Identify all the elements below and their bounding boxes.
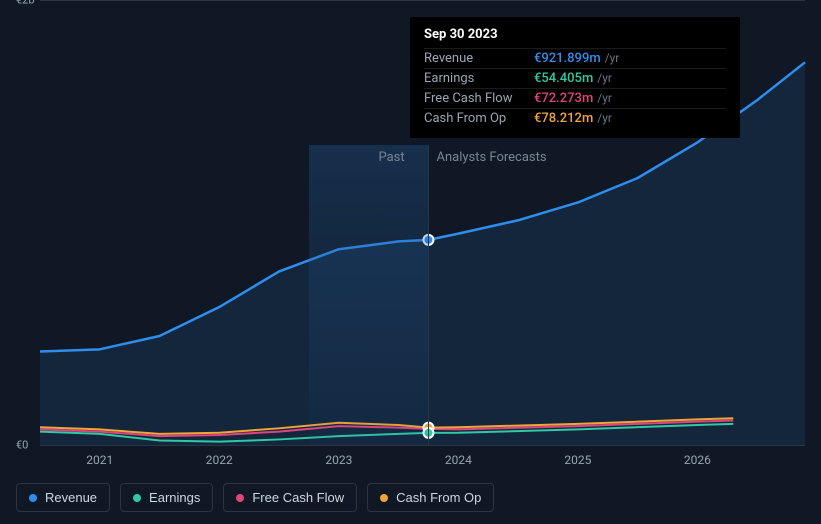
chart-tooltip: Sep 30 2023 Revenue€921.899m/yrEarnings€… [410,17,740,138]
x-axis-label: 2026 [684,453,711,467]
tooltip-row: Free Cash Flow€72.273m/yr [424,88,726,108]
legend-item-fcf[interactable]: Free Cash Flow [223,483,357,512]
tooltip-row-label: Cash From Op [424,111,534,126]
section-label-forecast: Analysts Forecasts [436,150,546,165]
legend-dot-icon [133,494,141,502]
legend-item-revenue[interactable]: Revenue [16,483,110,512]
tooltip-row: Cash From Op€78.212m/yr [424,108,726,128]
legend-item-earnings[interactable]: Earnings [120,483,213,512]
legend-label: Earnings [149,490,200,505]
x-axis-label: 2024 [445,453,472,467]
gridline [40,0,805,1]
tooltip-row: Revenue€921.899m/yr [424,48,726,68]
tooltip-row-value: €54.405m [534,71,593,86]
legend-label: Cash From Op [396,490,481,505]
legend-dot-icon [380,494,388,502]
legend-label: Revenue [45,490,97,505]
chart-legend: Revenue Earnings Free Cash Flow Cash From O… [16,483,494,512]
tooltip-row-label: Free Cash Flow [424,91,534,106]
x-axis-label: 2022 [206,453,233,467]
tooltip-row-label: Earnings [424,71,534,86]
section-divider [428,145,429,445]
legend-dot-icon [29,494,37,502]
tooltip-row-unit: /yr [597,111,612,125]
tooltip-title: Sep 30 2023 [424,27,726,42]
tooltip-row-unit: /yr [597,71,612,85]
tooltip-row-value: €78.212m [534,111,593,126]
tooltip-row-value: €921.899m [534,51,601,66]
legend-item-cfo[interactable]: Cash From Op [367,483,494,512]
tooltip-row-unit: /yr [605,51,620,65]
tooltip-row: Earnings€54.405m/yr [424,68,726,88]
section-label-past: Past [378,150,404,165]
tooltip-row-value: €72.273m [534,91,593,106]
y-axis-label: €0 [16,439,28,452]
x-axis-label: 2023 [325,453,352,467]
tooltip-row-label: Revenue [424,51,534,66]
tooltip-row-unit: /yr [597,91,612,105]
y-axis-label: €2b [16,0,35,7]
x-axis-label: 2021 [86,453,113,467]
legend-dot-icon [236,494,244,502]
x-axis-label: 2025 [564,453,591,467]
x-axis: 2021 2022 2023 2024 2025 2026 [40,445,805,475]
legend-label: Free Cash Flow [252,490,344,505]
